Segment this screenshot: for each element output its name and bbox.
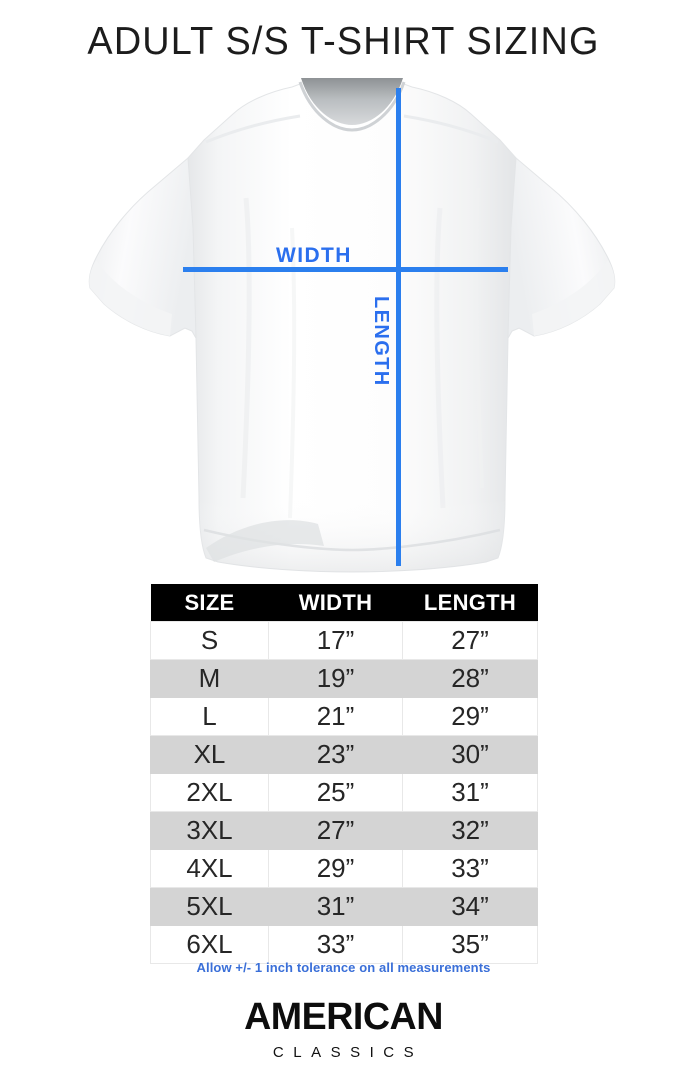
cell-width: 17” bbox=[268, 621, 403, 660]
cell-width: 29” bbox=[268, 849, 403, 888]
brand-name-primary: AMERICAN bbox=[244, 996, 443, 1038]
tolerance-note: Allow +/- 1 inch tolerance on all measur… bbox=[196, 960, 491, 975]
tshirt-diagram: WIDTH LENGTH bbox=[0, 78, 687, 578]
table-row: L 21” 29” bbox=[150, 697, 538, 736]
table-row: 4XL 29” 33” bbox=[150, 849, 538, 888]
table-row: 3XL 27” 32” bbox=[150, 811, 538, 850]
cell-size: L bbox=[150, 697, 269, 736]
cell-length: 29” bbox=[402, 697, 538, 736]
cell-length: 28” bbox=[402, 659, 538, 698]
table-row: S 17” 27” bbox=[150, 621, 538, 660]
cell-size: 6XL bbox=[150, 925, 269, 964]
cell-width: 21” bbox=[268, 697, 403, 736]
cell-width: 25” bbox=[268, 773, 403, 812]
cell-length: 33” bbox=[402, 849, 538, 888]
cell-width: 19” bbox=[268, 659, 403, 698]
table-row: 6XL 33” 35” bbox=[150, 925, 538, 964]
cell-width: 33” bbox=[268, 925, 403, 964]
cell-size: M bbox=[150, 659, 269, 698]
cell-size: 5XL bbox=[150, 887, 269, 926]
cell-size: 3XL bbox=[150, 811, 269, 850]
cell-length: 31” bbox=[402, 773, 538, 812]
tshirt-illustration bbox=[88, 78, 616, 573]
cell-length: 30” bbox=[402, 735, 538, 774]
size-chart-table: SIZE WIDTH LENGTH S 17” 27” M 19” 28” L … bbox=[150, 584, 538, 964]
shirt-body bbox=[88, 78, 616, 573]
column-header-size: SIZE bbox=[150, 584, 269, 622]
cell-width: 23” bbox=[268, 735, 403, 774]
cell-size: 2XL bbox=[150, 773, 269, 812]
cell-size: XL bbox=[150, 735, 269, 774]
table-row: M 19” 28” bbox=[150, 659, 538, 698]
cell-length: 34” bbox=[402, 887, 538, 926]
cell-width: 31” bbox=[268, 887, 403, 926]
cell-length: 27” bbox=[402, 621, 538, 660]
table-header-row: SIZE WIDTH LENGTH bbox=[150, 584, 538, 622]
cell-size: S bbox=[150, 621, 269, 660]
page-title: ADULT S/S T-SHIRT SIZING bbox=[87, 20, 600, 63]
cell-length: 35” bbox=[402, 925, 538, 964]
cell-size: 4XL bbox=[150, 849, 269, 888]
column-header-length: LENGTH bbox=[402, 584, 538, 622]
table-row: 5XL 31” 34” bbox=[150, 887, 538, 926]
table-row: XL 23” 30” bbox=[150, 735, 538, 774]
cell-length: 32” bbox=[402, 811, 538, 850]
brand-name-secondary: CLASSICS bbox=[272, 1044, 424, 1061]
brand-logo: AMERICAN CLASSICS bbox=[0, 998, 687, 1060]
column-header-width: WIDTH bbox=[268, 584, 403, 622]
table-row: 2XL 25” 31” bbox=[150, 773, 538, 812]
cell-width: 27” bbox=[268, 811, 403, 850]
